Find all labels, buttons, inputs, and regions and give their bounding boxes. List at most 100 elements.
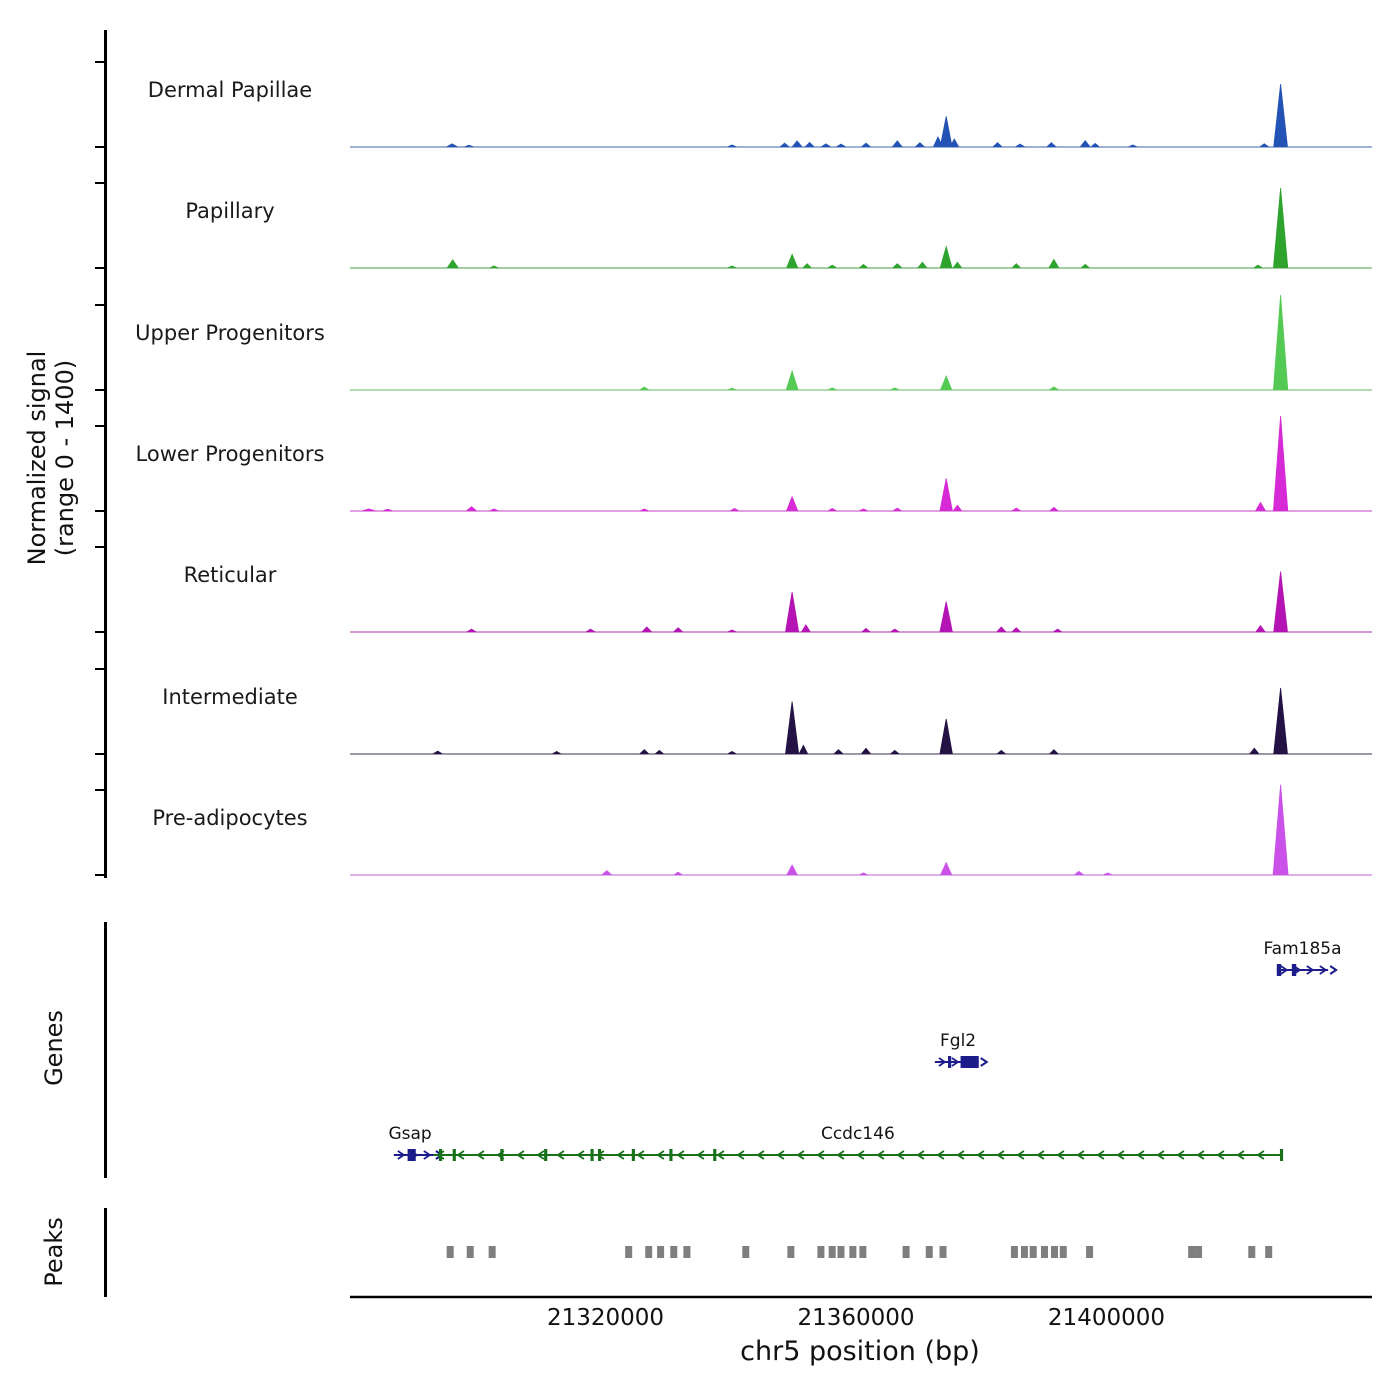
peak-call-box [1086,1246,1094,1258]
peak-call-box [1195,1246,1203,1258]
gene-strand-chevron-icon [1136,1150,1145,1160]
gene-strand-chevron-icon [423,1150,432,1160]
gene-strand-chevron-icon [1076,1150,1085,1160]
gene-exon-box [1276,964,1282,976]
peak-call-box [657,1246,665,1258]
peak-call-box [828,1246,836,1258]
gene-strand-chevron-icon [516,1150,525,1160]
gene-strand-chevron-icon [656,1150,665,1160]
signal-track-6 [350,784,1372,876]
peak-call-box [1029,1246,1037,1258]
y-axis-tick [95,631,105,634]
y-axis-tick [95,388,105,391]
track-label: Upper Progenitors [135,320,325,345]
gene-strand-chevron-icon [1096,1150,1105,1160]
peak-call-box [1010,1246,1018,1258]
gene-strand-chevron-icon [676,1150,685,1160]
gene-strand-chevron-icon [756,1150,765,1160]
gene-strand-chevron-icon [476,1150,485,1160]
gene-label: Gsap [388,1124,432,1144]
peak-call-box [1248,1246,1256,1258]
gene-strand-chevron-icon [736,1150,745,1160]
gene-strand-chevron-icon [976,1150,985,1160]
gene-strand-chevron-icon [576,1150,585,1160]
y-axis-tick [95,873,105,876]
gene-strand-chevron-icon [716,1150,725,1160]
peak-call-box [670,1246,678,1258]
gene-end-arrow-icon [1329,965,1338,975]
gene-strand-chevron-icon [836,1150,845,1160]
y-axis-tick [95,752,105,755]
signal-track-2 [350,294,1372,391]
track-label: Lower Progenitors [135,441,325,466]
gene-strand-chevron-icon [696,1150,705,1160]
y-axis-tick [95,303,105,306]
gene-exon-box [631,1149,635,1161]
gene-strand-chevron-icon [636,1150,645,1160]
gene-strand-chevron-icon [951,1057,960,1067]
gene-exon-box [1291,964,1297,976]
gene-strand-chevron-icon [1176,1150,1185,1160]
gene-exon-box [948,1056,952,1068]
y-axis-tick [95,509,105,512]
y-axis-tick [95,61,105,63]
peak-call-box [1188,1246,1196,1258]
gene-strand-chevron-icon [956,1150,965,1160]
gene-strand-chevron-icon [1056,1150,1065,1160]
gene-exon-box [544,1149,548,1161]
peak-call-box [902,1246,910,1258]
signal-track-3 [350,415,1372,512]
peak-call-box [1051,1246,1059,1258]
gene-end-arrow-icon [980,1057,989,1067]
gene-strand-chevron-icon [776,1150,785,1160]
track-label: Reticular [183,563,277,588]
peak-call-box [939,1246,947,1258]
peak-call-box [1040,1246,1048,1258]
peak-call-box [1020,1246,1028,1258]
gene-strand-chevron-icon [936,1150,945,1160]
x-axis-label: chr5 position (bp) [740,1336,980,1367]
y-axis-tick [95,667,105,670]
gene-exon-box [590,1149,594,1161]
gene-exon-box [452,1149,456,1161]
signal-track-5 [350,687,1372,754]
x-axis-tick-label: 21360000 [797,1305,915,1331]
gene-strand-chevron-icon [1036,1150,1045,1160]
y-axis-tick [95,788,105,791]
x-axis-tick-label: 21400000 [1047,1305,1165,1331]
gene-strand-chevron-icon [1016,1150,1025,1160]
gene-strand-chevron-icon [1156,1150,1165,1160]
y-axis-tick [95,146,105,148]
track-label: Pre-adipocytes [152,805,308,830]
gene-exon-box [669,1149,673,1161]
gene-strand-chevron-icon [456,1150,465,1160]
gene-strand-chevron-icon [1116,1150,1125,1160]
peak-call-box [925,1246,933,1258]
gene-strand-chevron-icon [397,1150,406,1160]
peak-call-box [859,1246,867,1258]
peak-call-box [683,1246,691,1258]
peak-call-box [645,1246,653,1258]
gene-strand-chevron-icon [996,1150,1005,1160]
peak-call-box [817,1246,825,1258]
x-axis-tick-label: 21320000 [546,1305,665,1331]
gene-strand-chevron-icon [876,1150,885,1160]
gene-strand-chevron-icon [856,1150,865,1160]
y-axis-tick [95,182,105,185]
gene-strand-chevron-icon [796,1150,805,1160]
gene-strand-chevron-icon [1216,1150,1225,1160]
gene-strand-chevron-icon [1280,965,1289,975]
gene-strand-chevron-icon [1306,965,1315,975]
signal-track-4 [350,571,1372,633]
gene-strand-chevron-icon [556,1150,565,1160]
gene-strand-chevron-icon [916,1150,925,1160]
gene-strand-chevron-icon [1196,1150,1205,1160]
signal-track-0 [350,84,1372,148]
genes-axis-line [104,922,107,1178]
peak-call-box [1265,1246,1273,1258]
signal-axis-line [104,30,107,878]
gene-exon-box [713,1149,717,1161]
gene-strand-chevron-icon [938,1057,947,1067]
gene-exon-box [407,1149,416,1161]
